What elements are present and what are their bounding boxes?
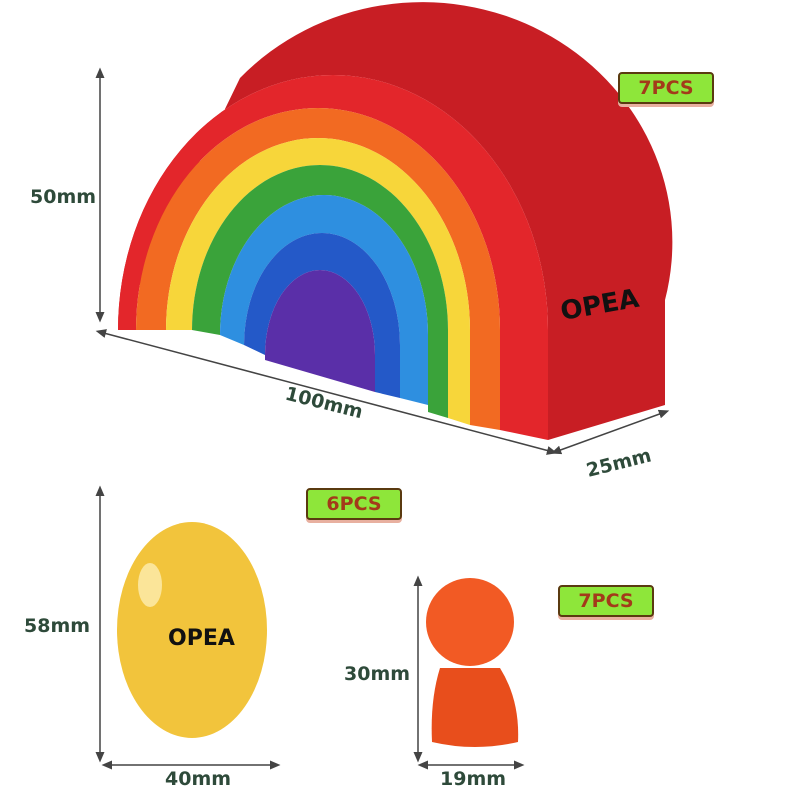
peg-quantity-badge: 7PCS (558, 585, 654, 617)
rainbow-arc-green (192, 165, 448, 418)
rainbow-quantity-badge: 7PCS (618, 72, 714, 104)
rainbow-length-line (95, 329, 558, 455)
rainbow-arc-dark-blue (244, 233, 400, 398)
peg-doll-body (431, 668, 519, 747)
peg-doll-head (426, 578, 514, 666)
egg-quantity-badge: 6PCS (306, 488, 402, 520)
rainbow-length-label: 100mm (283, 383, 365, 424)
egg-highlight (138, 563, 162, 607)
rainbow-back-face (118, 2, 673, 440)
rainbow-depth-label: 25mm (584, 444, 653, 481)
peg-height-label: 30mm (344, 663, 410, 685)
egg-height-label: 58mm (24, 615, 90, 637)
rainbow-depth-line (550, 409, 670, 455)
egg-width-label: 40mm (165, 768, 231, 790)
rainbow-arc-blue (220, 195, 428, 405)
egg-logo: OPEA (168, 626, 235, 651)
peg-width-label: 19mm (440, 768, 506, 790)
rainbow-height-label: 50mm (30, 186, 96, 208)
